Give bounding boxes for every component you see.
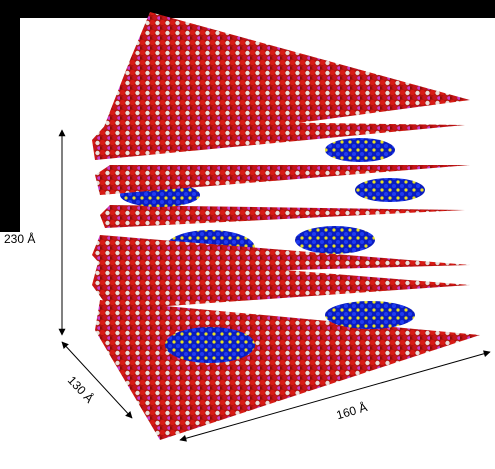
- layer: [100, 205, 465, 228]
- layers: [92, 12, 480, 440]
- molecule-cluster: [325, 138, 395, 162]
- molecule-cluster: [165, 327, 255, 363]
- page: 230 Å 130 Å 160 Å (() => { const data = …: [0, 0, 495, 469]
- background: [0, 0, 495, 18]
- height-label: 230 Å: [4, 231, 35, 246]
- layer: [92, 235, 470, 275]
- depth-label: 130 Å: [65, 373, 97, 406]
- layer: [95, 300, 480, 440]
- molecule-cluster: [325, 301, 415, 329]
- molecule-cluster: [295, 226, 375, 254]
- molecule-cluster: [355, 178, 425, 202]
- background: [0, 0, 20, 232]
- figure: 230 Å 130 Å 160 Å: [0, 0, 495, 469]
- width-label: 160 Å: [334, 399, 368, 422]
